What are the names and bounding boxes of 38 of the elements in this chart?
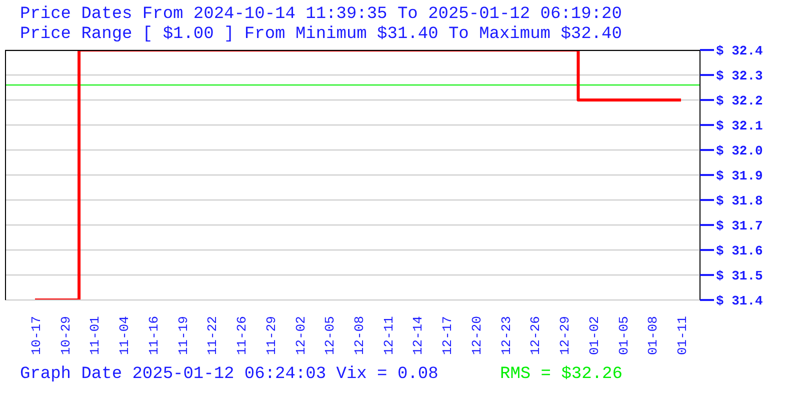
y-tick-label: $ 32.1: [716, 118, 764, 134]
y-tick-label: $ 31.4: [716, 294, 764, 309]
y-tick-label: $ 31.8: [716, 194, 764, 209]
x-tick-label: 12-02: [293, 316, 308, 356]
x-tick-label: 01-08: [646, 316, 661, 356]
x-tick-label: 12-11: [381, 316, 396, 356]
y-tick-label: $ 32.2: [716, 94, 764, 109]
x-tick-label: 11-19: [176, 316, 191, 356]
x-tick-label: 11-01: [88, 316, 103, 356]
chart-title: Price Dates From 2024-10-14 11:39:35 To 2025-01-12 06:19:20: [20, 5, 622, 24]
x-tick-label: 12-29: [558, 316, 573, 356]
y-tick-label: $ 32.3: [716, 68, 764, 84]
text: Graph Date 2025-01-12 06:24:03 Vix = 0.08: [20, 365, 438, 384]
x-tick-label: 12-08: [352, 316, 367, 356]
x-tick-label: 10-17: [29, 316, 44, 356]
x-tick-label: 11-29: [264, 316, 279, 356]
x-tick-label: 12-05: [322, 316, 338, 356]
x-tick-label: 01-02: [586, 316, 602, 356]
chart-subtitle: Price Range [ $1.00 ] From Minimum $31.40 To Maximum $32.40: [20, 25, 622, 44]
x-tick-label: 01-05: [616, 316, 632, 356]
x-tick-label: 12-20: [469, 316, 484, 356]
ref-line-label: RMS = $32.26: [500, 365, 622, 384]
y-tick-label: $ 31.5: [716, 268, 764, 284]
y-tick-label: $ 31.7: [716, 218, 763, 234]
y-tick-label: $ 32.4: [716, 44, 764, 59]
x-tick-label: 11-26: [234, 316, 250, 356]
x-tick-label: 12-26: [528, 316, 544, 356]
x-tick-label: 11-16: [146, 316, 162, 356]
x-tick-label: 11-22: [205, 316, 220, 356]
x-tick-label: 11-04: [117, 316, 132, 356]
y-tick-label: $ 31.9: [716, 168, 764, 184]
x-tick-label: 12-14: [410, 316, 426, 356]
x-tick-label: 12-23: [498, 316, 514, 356]
x-tick-label: 10-29: [58, 316, 74, 356]
y-tick-label: $ 31.6: [716, 244, 764, 259]
x-tick-label: 01-11: [675, 316, 690, 356]
x-tick-label: 12-17: [440, 316, 456, 356]
y-tick-label: $ 32.0: [716, 144, 764, 159]
